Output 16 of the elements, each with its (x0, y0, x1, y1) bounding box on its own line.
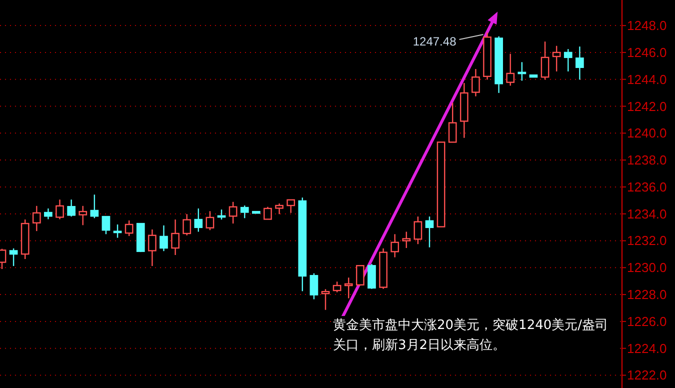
annotation: 1247.48 (412, 34, 457, 49)
y-tick-label: 1222.0 (627, 368, 667, 383)
y-tick-label: 1246.0 (627, 44, 667, 60)
y-tick-label: 1228.0 (627, 287, 667, 302)
y-tick-label: 1226.0 (627, 314, 667, 329)
annotation: 黄金美市盘中大涨20美元，突破1240美元/盎司关口，刷新3月2日以来高位。 (333, 316, 620, 356)
y-tick-label: 1242.0 (627, 98, 667, 114)
y-tick-label: 1230.0 (627, 260, 667, 276)
y-tick-label: 1238.0 (627, 152, 667, 168)
y-tick-label: 1244.0 (627, 72, 667, 87)
y-tick-label: 1232.0 (627, 233, 667, 248)
y-tick-label: 1234.0 (627, 206, 667, 222)
y-tick-label: 1224.0 (627, 340, 667, 356)
y-tick-label: 1240.0 (627, 126, 667, 141)
y-tick-label: 1236.0 (627, 179, 667, 194)
y-tick-label: 1248.0 (627, 18, 667, 34)
